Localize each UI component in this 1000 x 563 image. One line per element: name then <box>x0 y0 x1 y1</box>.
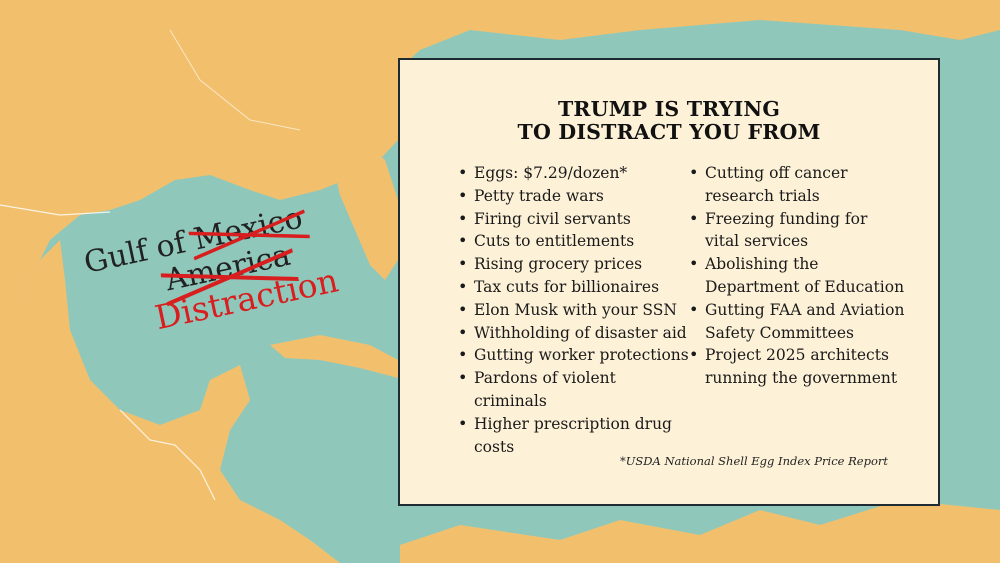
land-cuba <box>270 335 398 378</box>
list-item: Elon Musk with your SSN <box>456 299 696 322</box>
list-item: Freezing funding for vital services <box>687 208 905 254</box>
info-panel: TRUMP IS TRYING TO DISTRACT YOU FROM Egg… <box>398 58 940 506</box>
list-column-2: Cutting off cancer research trials Freez… <box>687 162 917 390</box>
list-item: Project 2025 architects running the gove… <box>687 344 905 390</box>
list-item: Withholding of disaster aid <box>456 322 696 345</box>
list-item: Cutting off cancer research trials <box>687 162 865 208</box>
list-item: Rising grocery prices <box>456 253 696 276</box>
list-item: Eggs: $7.29/dozen* <box>456 162 696 185</box>
list-item: Gutting worker protections <box>456 344 696 367</box>
list-item: Firing civil servants <box>456 208 696 231</box>
list-item: Tax cuts for billionaires <box>456 276 696 299</box>
list-item: Gutting FAA and Aviation Safety Committe… <box>687 299 905 345</box>
list-item: Pardons of violent criminals <box>456 367 634 413</box>
list-item: Higher prescription drug costs <box>456 413 674 459</box>
land-south-america <box>400 500 1000 563</box>
list-column-1: Eggs: $7.29/dozen* Petty trade wars Firi… <box>456 162 696 458</box>
list-item: Petty trade wars <box>456 185 696 208</box>
footnote: *USDA National Shell Egg Index Price Rep… <box>619 454 888 468</box>
list-item: Cuts to entitlements <box>456 230 696 253</box>
panel-title: TRUMP IS TRYING TO DISTRACT YOU FROM <box>517 97 821 144</box>
list-item: Abolishing the Department of Education <box>687 253 915 299</box>
land-mexico <box>0 240 340 563</box>
land-florida <box>330 140 398 280</box>
land-north-america <box>0 0 1000 340</box>
